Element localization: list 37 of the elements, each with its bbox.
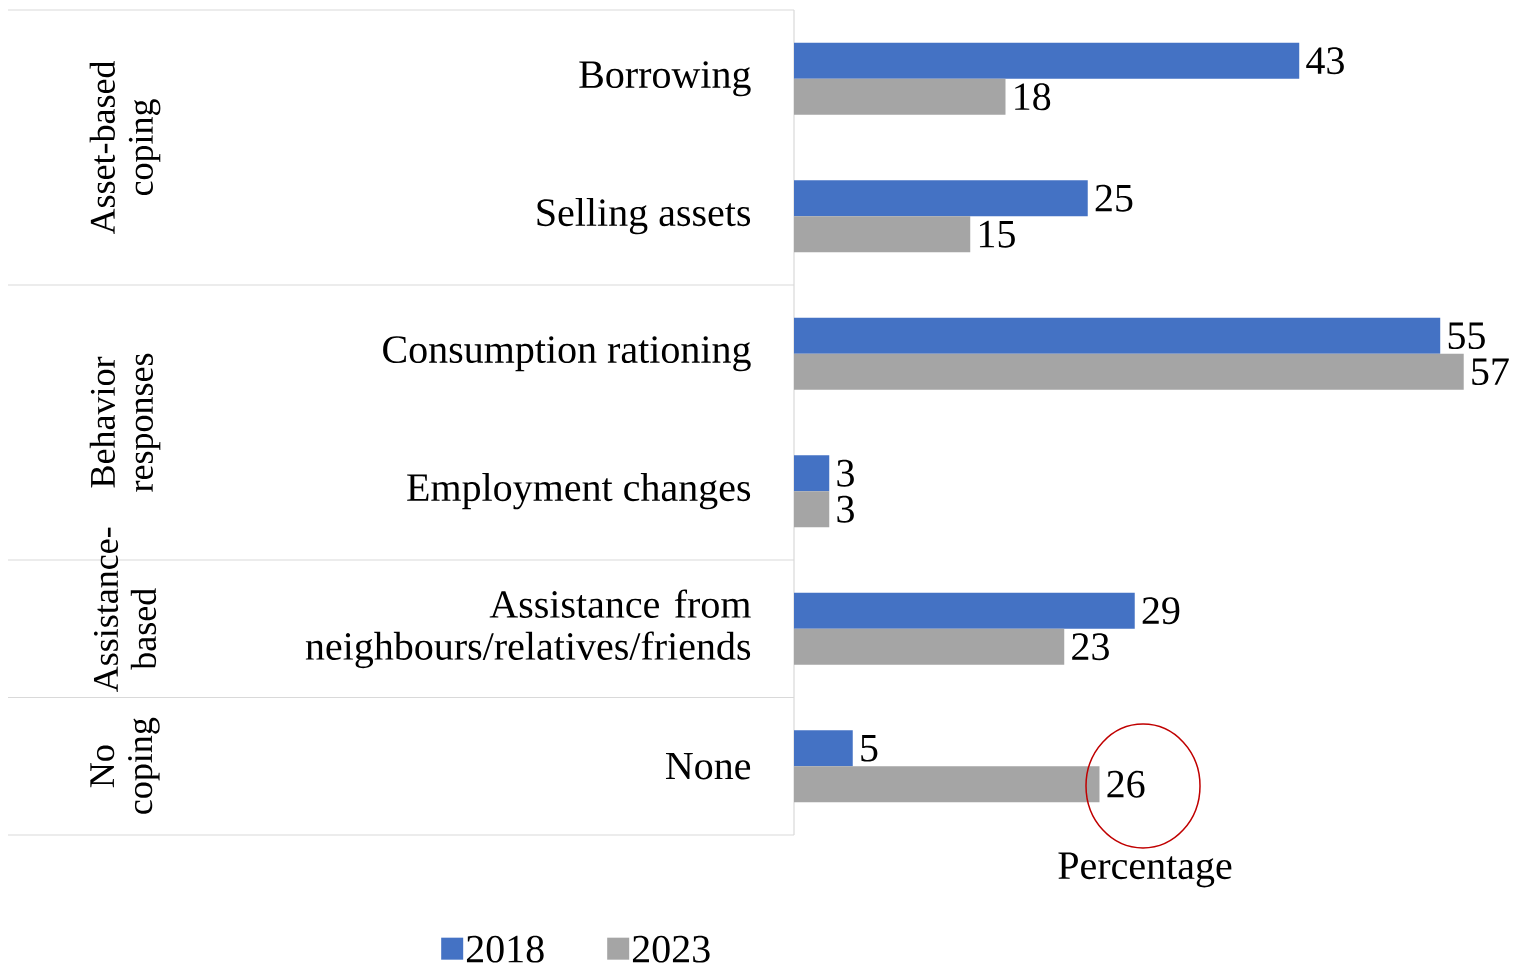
bar [794,180,1088,217]
data-label: 3 [837,495,854,523]
bar [794,766,1100,803]
data-label: 55 [1448,322,1485,350]
data-label: 29 [1142,597,1180,625]
y-tick-label: Employment changes [407,473,751,510]
legend-label: 2018 [466,935,544,963]
text: No coping [90,717,160,814]
data-label: 25 [1095,184,1133,212]
data-label: 15 [979,220,1015,248]
data-label: 57 [1472,358,1509,386]
bar [794,42,1300,79]
bar [794,353,1464,390]
bar [794,455,830,492]
y-tick-label: Consumption rationing [383,336,751,372]
data-label: 23 [1072,633,1109,661]
data-label: 18 [1015,83,1051,111]
bar [794,592,1135,629]
bar [794,730,853,767]
bar [794,628,1065,665]
bar [794,78,1006,115]
bar [794,491,830,528]
text: Assistance-based [93,527,157,692]
data-label: 5 [861,734,878,762]
text: Behavior responses [89,353,161,492]
bar [794,317,1441,354]
y-tick-label: Assistance from neighbours/relatives/friends [305,589,751,669]
data-label: 43 [1306,47,1344,75]
bar [794,216,971,253]
x-axis-title: Percentage [1058,852,1232,888]
data-label: 3 [837,459,854,487]
text: Asset-based coping [89,60,161,235]
y-tick-label: Borrowing [579,61,751,97]
data-label: 26 [1107,770,1145,798]
legend-label: 2023 [632,935,710,963]
y-tick-label: Selling assets [537,198,751,235]
y-tick-label: None [665,752,751,780]
